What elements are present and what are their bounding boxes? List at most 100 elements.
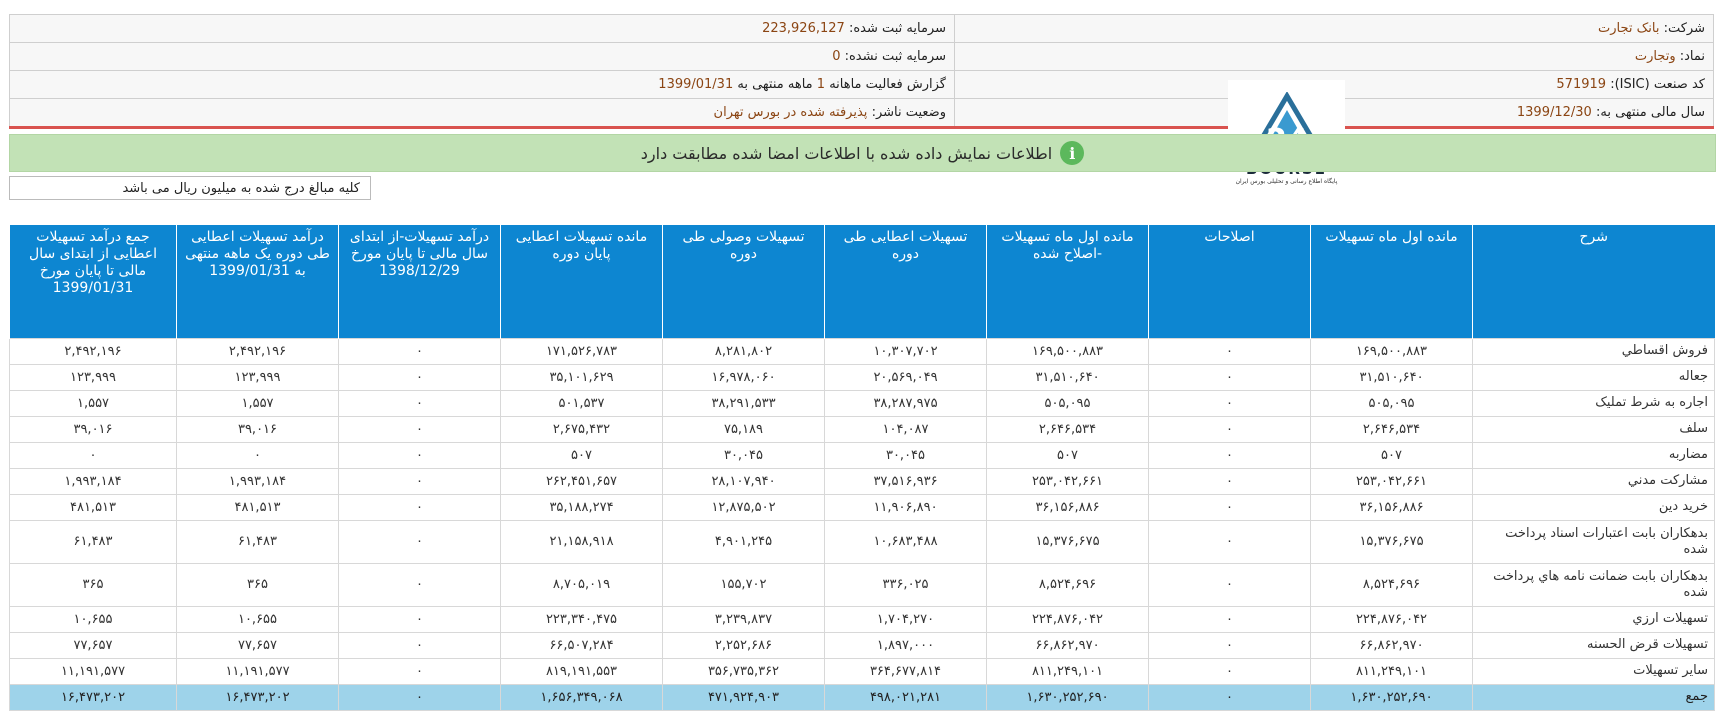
- table-cell: ۰: [338, 337, 501, 365]
- table-row: بدهکاران بابت اعتبارات اسناد پرداخت شده ۱…: [9, 519, 1715, 564]
- table-cell: ۰: [338, 657, 501, 685]
- table-cell: ۴,۹۰۱,۲۴۵: [662, 519, 825, 564]
- table-cell: ۱,۷۰۴,۲۷۰: [824, 605, 987, 633]
- row-description: مضاربه: [1472, 441, 1715, 469]
- column-header: اصلاحات: [1148, 225, 1311, 338]
- total-cell: ۱۶,۴۷۳,۲۰۲: [176, 683, 339, 711]
- table-row: مضاربه ۵۰۷ ۰ ۵۰۷ ۳۰,۰۴۵ ۳۰,۰۴۵ ۵۰۷ ۰ ۰ ۰: [9, 441, 1715, 469]
- table-cell: ۰: [338, 605, 501, 633]
- table-cell: ۱,۵۵۷: [9, 389, 177, 417]
- table-cell: ۲۰,۵۶۹,۰۴۹: [824, 363, 987, 391]
- table-cell: ۰: [176, 441, 339, 469]
- table-cell: ۳۹,۰۱۶: [9, 415, 177, 443]
- table-cell: ۸۱۹,۱۹۱,۵۵۳: [500, 657, 663, 685]
- table-row: خريد دين ۳۶,۱۵۶,۸۸۶ ۰ ۳۶,۱۵۶,۸۸۶ ۱۱,۹۰۶,۸۹۰ ۱…: [9, 493, 1715, 521]
- publisher-cell: وضعیت ناشر: پذیرفته شده در بورس تهران: [9, 98, 955, 129]
- table-cell: ۰: [1148, 415, 1311, 443]
- total-row: جمع ۱,۶۳۰,۲۵۲,۶۹۰ ۰ ۱,۶۳۰,۲۵۲,۶۹۰ ۴۹۸,۰۲۱,۲۸…: [9, 683, 1715, 711]
- table-cell: ۰: [338, 519, 501, 564]
- table-cell: ۳۹,۰۱۶: [176, 415, 339, 443]
- table-cell: ۱۰۴,۰۸۷: [824, 415, 987, 443]
- publisher-label: وضعیت ناشر:: [871, 105, 946, 120]
- table-cell: ۶۶,۸۶۲,۹۷۰: [986, 631, 1149, 659]
- table-cell: ۳۷,۵۱۶,۹۳۶: [824, 467, 987, 495]
- total-label: جمع: [1472, 683, 1715, 711]
- isic-label: کد صنعت (ISIC):: [1610, 77, 1705, 92]
- table-cell: ۰: [338, 441, 501, 469]
- total-cell: ۴۹۸,۰۲۱,۲۸۱: [824, 683, 987, 711]
- row-description: ساير تسهيلات: [1472, 657, 1715, 685]
- table-cell: ۱۱,۱۹۱,۵۷۷: [176, 657, 339, 685]
- table-header-row: شرح مانده اول ماه تسهیلات اصلاحات مانده اول…: [9, 225, 1715, 338]
- table-cell: ۴۸۱,۵۱۳: [9, 493, 177, 521]
- company-info-table: شرکت: بانک تجارت سرمایه ثبت شده: 223,926…: [9, 14, 1714, 129]
- table-cell: ۷۵,۱۸۹: [662, 415, 825, 443]
- table-cell: ۲,۶۷۵,۴۳۲: [500, 415, 663, 443]
- table-row: تسهيلات ارزي ۲۲۴,۸۷۶,۰۴۲ ۰ ۲۲۴,۸۷۶,۰۴۲ ۱,۷۰۴…: [9, 605, 1715, 633]
- table-cell: ۳۵,۱۰۱,۶۲۹: [500, 363, 663, 391]
- table-cell: ۲,۶۴۶,۵۳۴: [986, 415, 1149, 443]
- table-cell: ۲۲۳,۳۴۰,۴۷۵: [500, 605, 663, 633]
- column-header: شرح: [1472, 225, 1715, 338]
- table-cell: ۳۶,۱۵۶,۸۸۶: [986, 493, 1149, 521]
- table-body: فروش اقساطي ۱۶۹,۵۰۰,۸۸۳ ۰ ۱۶۹,۵۰۰,۸۸۳ ۱۰,۳۰۷…: [9, 337, 1715, 711]
- table-cell: ۰: [338, 363, 501, 391]
- table-cell: ۰: [1148, 605, 1311, 633]
- report-date: 1399/01/31: [658, 77, 734, 92]
- table-cell: ۲۲۴,۸۷۶,۰۴۲: [1310, 605, 1473, 633]
- table-cell: ۸,۵۲۴,۶۹۶: [1310, 562, 1473, 607]
- table-cell: ۳۱,۵۱۰,۶۴۰: [1310, 363, 1473, 391]
- table-cell: ۱۶۹,۵۰۰,۸۸۳: [986, 337, 1149, 365]
- table-cell: ۰: [1148, 389, 1311, 417]
- row-description: اجاره به شرط تمليک: [1472, 389, 1715, 417]
- column-header: تسهیلات اعطایی طی دوره: [824, 225, 987, 338]
- table-cell: ۰: [1148, 657, 1311, 685]
- table-cell: ۱۰,۶۵۵: [9, 605, 177, 633]
- table-cell: ۱۶۹,۵۰۰,۸۸۳: [1310, 337, 1473, 365]
- report-cell: گزارش فعالیت ماهانه 1 ماهه منتهی به 1399…: [9, 70, 955, 99]
- table-row: مشارکت مدني ۲۵۳,۰۴۲,۶۶۱ ۰ ۲۵۳,۰۴۲,۶۶۱ ۳۷,۵۱۶…: [9, 467, 1715, 495]
- table-cell: ۷۷,۶۵۷: [9, 631, 177, 659]
- table-cell: ۱۲,۸۷۵,۵۰۲: [662, 493, 825, 521]
- table-cell: ۱,۵۵۷: [176, 389, 339, 417]
- table-cell: ۵۰۵,۰۹۵: [1310, 389, 1473, 417]
- table-cell: ۵۰۱,۵۳۷: [500, 389, 663, 417]
- table-cell: ۰: [338, 415, 501, 443]
- reg-capital-value: 223,926,127: [762, 21, 845, 36]
- column-header: مانده اول ماه تسهیلات -اصلاح شده: [986, 225, 1149, 338]
- table-cell: ۱۰,۳۰۷,۷۰۲: [824, 337, 987, 365]
- table-cell: ۰: [338, 631, 501, 659]
- table-cell: ۰: [1148, 337, 1311, 365]
- table-cell: ۳۱,۵۱۰,۶۴۰: [986, 363, 1149, 391]
- table-row: اجاره به شرط تمليک ۵۰۵,۰۹۵ ۰ ۵۰۵,۰۹۵ ۳۸,۲۸۷,…: [9, 389, 1715, 417]
- row-description: بدهکاران بابت ضمانت نامه هاي پرداخت شده: [1472, 562, 1715, 607]
- table-cell: ۱۰,۶۸۳,۴۸۸: [824, 519, 987, 564]
- total-cell: ۱۶,۴۷۳,۲۰۲: [9, 683, 177, 711]
- table-cell: ۰: [1148, 467, 1311, 495]
- table-cell: ۱۰,۶۵۵: [176, 605, 339, 633]
- report-prefix: گزارش فعالیت ماهانه: [829, 77, 946, 92]
- row-description: خريد دين: [1472, 493, 1715, 521]
- table-cell: ۱۲۳,۹۹۹: [9, 363, 177, 391]
- row-description: سلف: [1472, 415, 1715, 443]
- total-cell: ۴۷۱,۹۲۴,۹۰۳: [662, 683, 825, 711]
- table-cell: ۳۸,۲۸۷,۹۷۵: [824, 389, 987, 417]
- table-cell: ۱۷۱,۵۲۶,۷۸۳: [500, 337, 663, 365]
- column-header: درآمد تسهیلات اعطایی طی دوره یک ماهه منت…: [176, 225, 339, 338]
- row-description: تسهيلات ارزي: [1472, 605, 1715, 633]
- table-cell: ۱,۹۹۳,۱۸۴: [9, 467, 177, 495]
- table-cell: ۱۵,۳۷۶,۶۷۵: [986, 519, 1149, 564]
- table-cell: ۳۶۴,۶۷۷,۸۱۴: [824, 657, 987, 685]
- table-cell: ۶۶,۵۰۷,۲۸۴: [500, 631, 663, 659]
- total-cell: ۱,۶۳۰,۲۵۲,۶۹۰: [1310, 683, 1473, 711]
- table-cell: ۳۰,۰۴۵: [662, 441, 825, 469]
- report-mid: ماهه منتهی به: [737, 77, 813, 92]
- table-cell: ۳۶۵: [9, 562, 177, 607]
- table-cell: ۲,۲۵۲,۶۸۶: [662, 631, 825, 659]
- symbol-value[interactable]: وتجارت: [1634, 49, 1676, 64]
- row-description: مشارکت مدني: [1472, 467, 1715, 495]
- info-icon: i: [1060, 141, 1085, 165]
- table-cell: ۵۰۷: [986, 441, 1149, 469]
- table-cell: ۰: [1148, 519, 1311, 564]
- isic-value: 571919: [1556, 77, 1607, 92]
